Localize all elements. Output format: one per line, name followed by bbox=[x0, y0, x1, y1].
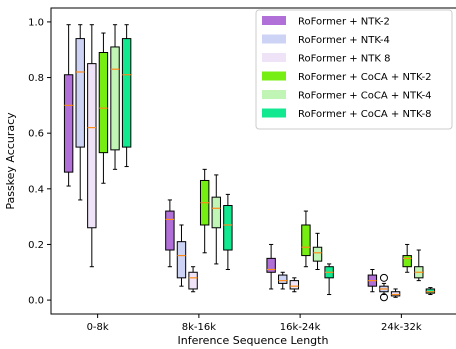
box-body bbox=[98, 52, 109, 154]
box-body bbox=[223, 205, 233, 251]
x-axis-title: Inference Sequence Length bbox=[178, 334, 329, 347]
box-body bbox=[121, 38, 132, 148]
legend-swatch bbox=[262, 53, 286, 62]
box-1-2 bbox=[188, 266, 198, 293]
box-body bbox=[312, 246, 323, 262]
box-3-0 bbox=[367, 268, 378, 293]
legend-swatch bbox=[262, 90, 286, 99]
box-3-5 bbox=[425, 287, 436, 296]
box-1-3 bbox=[199, 168, 210, 254]
legend-label: RoFormer + NTK-4 bbox=[298, 35, 390, 46]
box-3-3 bbox=[402, 243, 412, 273]
outlier-point bbox=[379, 293, 388, 302]
x-axis: 0-8k 8k-16k 16k-24k 24k-32k bbox=[87, 314, 422, 333]
legend-swatch bbox=[262, 108, 286, 118]
y-axis-title: Passkey Accuracy bbox=[4, 112, 17, 210]
box-0-5 bbox=[121, 24, 132, 168]
y-tick-label: 0.8 bbox=[28, 73, 44, 84]
plot-area bbox=[50, 7, 456, 315]
legend-label: RoFormer + CoCA + NTK-8 bbox=[298, 109, 432, 120]
box-3-1 bbox=[379, 273, 389, 302]
x-tick-label: 16k-24k bbox=[280, 322, 321, 333]
box-body bbox=[211, 196, 221, 229]
box-0-2 bbox=[87, 24, 97, 268]
legend-swatch bbox=[262, 71, 286, 81]
box-body bbox=[402, 255, 412, 268]
y-tick-label: 0.0 bbox=[28, 296, 44, 307]
box-body bbox=[278, 274, 288, 284]
box-3-4 bbox=[414, 249, 424, 282]
box-0-4 bbox=[110, 24, 120, 170]
box-1-5 bbox=[223, 193, 233, 270]
x-tick-label: 8k-16k bbox=[182, 322, 216, 333]
legend-label: RoFormer + CoCA + NTK-4 bbox=[298, 91, 432, 102]
box-body bbox=[289, 280, 300, 290]
box-body bbox=[425, 288, 436, 294]
legend-label: RoFormer + NTK-2 bbox=[298, 17, 390, 28]
box-1-4 bbox=[211, 174, 221, 265]
box-2-0 bbox=[266, 243, 276, 290]
box-0-0 bbox=[63, 24, 74, 187]
box-body bbox=[75, 38, 85, 148]
box-1-1 bbox=[176, 224, 187, 287]
box-body bbox=[266, 257, 276, 273]
x-tick-label: 0-8k bbox=[87, 322, 109, 333]
box-body bbox=[301, 224, 311, 257]
legend-swatch bbox=[262, 16, 286, 25]
legend-label: RoFormer + CoCA + NTK-2 bbox=[298, 72, 432, 83]
box-2-5 bbox=[324, 263, 334, 296]
box-body bbox=[176, 241, 187, 279]
box-2-2 bbox=[289, 277, 300, 293]
y-tick-label: 1.0 bbox=[28, 17, 44, 28]
y-axis: 0.0 0.2 0.4 0.6 0.8 1.0 bbox=[28, 17, 51, 307]
box-body bbox=[390, 291, 401, 297]
legend-frame bbox=[255, 9, 453, 130]
legend-label: RoFormer + NTK 8 bbox=[298, 54, 391, 65]
box-0-3 bbox=[98, 32, 109, 184]
box-2-1 bbox=[278, 271, 288, 290]
box-body bbox=[63, 74, 74, 173]
y-tick-label: 0.6 bbox=[28, 129, 44, 140]
box-0-1 bbox=[75, 24, 85, 201]
legend: RoFormer + NTK-2 RoFormer + NTK-4 RoFormer… bbox=[255, 9, 453, 130]
outlier-point bbox=[379, 273, 388, 282]
box-body bbox=[87, 63, 97, 229]
box-body bbox=[165, 210, 175, 251]
box-2-3 bbox=[301, 210, 311, 268]
box-body bbox=[110, 46, 120, 151]
x-tick-label: 24k-32k bbox=[381, 322, 422, 333]
legend-swatch bbox=[262, 34, 286, 44]
box-1-0 bbox=[165, 199, 175, 268]
y-tick-label: 0.2 bbox=[28, 240, 44, 251]
axes-frame bbox=[50, 7, 456, 315]
box-body bbox=[188, 271, 198, 290]
box-3-2 bbox=[390, 288, 401, 298]
y-tick-label: 0.4 bbox=[28, 184, 44, 195]
box-2-4 bbox=[312, 232, 323, 270]
